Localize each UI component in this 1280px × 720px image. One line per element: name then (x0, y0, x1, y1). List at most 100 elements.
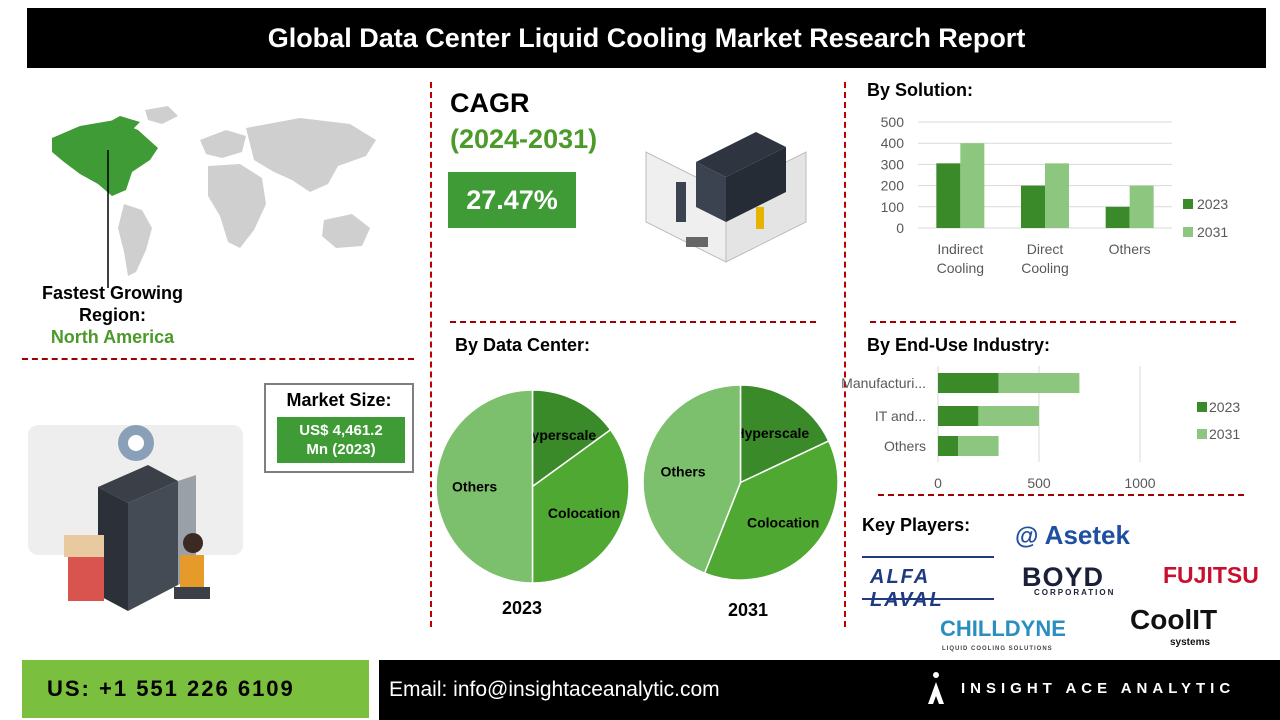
solution-y-ticks: 0 100 200 300 400 500 (881, 114, 905, 236)
cagr-period: (2024-2031) (450, 124, 598, 154)
end-use-x-ticks: 0 500 1000 (934, 475, 1156, 491)
logo-boyd-sub: CORPORATION (1034, 588, 1116, 597)
footer-brand: INSIGHT ACE ANALYTIC (961, 680, 1236, 697)
data-center-illustration (645, 132, 807, 263)
solution-legend-swatch (1183, 199, 1193, 209)
pie-slice-hyperscale (531, 389, 612, 488)
divider-enduse (878, 494, 1244, 496)
pie-slice-others (642, 384, 742, 575)
server-technician-illustration (28, 425, 243, 611)
solution-x-labels: Indirect Cooling Direct Cooling Others (937, 241, 1151, 276)
solution-title: By Solution: (867, 80, 973, 100)
australia-shape (322, 214, 370, 248)
end-use-title: By End-Use Industry: (867, 335, 1051, 355)
market-size-value-line1: US$ 4,461.2 (299, 422, 383, 439)
end-use-bar-2031 (958, 436, 999, 456)
logo-alfa-laval: ALFA LAVAL (862, 556, 994, 611)
solution-x-label: Direct (1027, 241, 1064, 257)
solution-legend-label: 2023 (1197, 196, 1228, 212)
end-use-legend-label: 2023 (1209, 399, 1240, 415)
logo-fujitsu: FUJITSU (1163, 562, 1259, 588)
solution-x-label: Cooling (937, 260, 984, 276)
solution-y-tick: 400 (881, 135, 905, 151)
end-use-bars (938, 373, 1080, 456)
pie-title-2031: 2031 (728, 600, 769, 620)
region-label-line2: Region: (79, 305, 146, 325)
logo-boyd: BOYD (1022, 562, 1105, 592)
end-use-bar-2031 (998, 373, 1080, 393)
market-size-label: Market Size: (286, 390, 392, 410)
divider-region (22, 358, 414, 360)
asetek-icon: @ (1015, 523, 1039, 550)
pie-label-others: Others (660, 464, 705, 480)
asia-shape (246, 118, 376, 192)
solution-bars (936, 143, 1154, 228)
divider-cagr (450, 321, 816, 323)
pie-slice-hyperscale (739, 384, 830, 484)
end-use-y-label: Manufacturi... (841, 375, 926, 391)
footer-email[interactable]: Email: info@insightaceanalytic.com (389, 678, 720, 701)
solution-bar-2023 (1021, 185, 1045, 228)
logo-chilldyne: CHILLDYNE (940, 616, 1066, 641)
north-america-shape (52, 120, 158, 196)
solution-y-tick: 200 (881, 178, 905, 194)
end-use-legend: 2023 2031 (1197, 399, 1240, 442)
solution-bar-2031 (960, 143, 985, 228)
footer-phone[interactable]: US: +1 551 226 6109 (22, 660, 369, 718)
pie-slice-others (435, 389, 534, 584)
end-use-legend-swatch (1197, 429, 1207, 439)
end-use-x-tick: 1000 (1124, 475, 1155, 491)
solution-bar-2031 (1045, 163, 1069, 228)
divider-solution (870, 321, 1236, 323)
end-use-x-tick: 0 (934, 475, 942, 491)
end-use-x-tick: 500 (1027, 475, 1051, 491)
solution-x-label: Indirect (937, 241, 983, 257)
solution-y-tick: 100 (881, 199, 905, 215)
end-use-bar-2023 (938, 406, 979, 426)
end-use-y-labels: Manufacturi... IT and... Others (841, 375, 926, 454)
end-use-bar-2023 (938, 373, 999, 393)
end-use-legend-swatch (1197, 402, 1207, 412)
europe-shape (200, 130, 246, 158)
logo-chilldyne-sub: LIQUID COOLING SOLUTIONS (942, 646, 1053, 652)
region-label-line1: Fastest Growing (41, 283, 184, 303)
end-use-y-label: IT and... (875, 408, 926, 424)
end-use-legend-label: 2031 (1209, 426, 1240, 442)
cagr-value: 27.47% (448, 172, 576, 228)
pie-chart-2023: Hyperscale Colocation Others (435, 389, 630, 584)
solution-legend-swatch (1183, 227, 1193, 237)
solution-y-tick: 0 (896, 220, 904, 236)
end-use-bar-2031 (978, 406, 1039, 426)
solution-y-tick: 500 (881, 114, 905, 130)
cagr-label: CAGR (450, 88, 530, 118)
logo-asetek: @ Asetek (1015, 520, 1130, 550)
solution-legend-label: 2031 (1197, 224, 1228, 240)
market-size-value-line2: Mn (2023) (306, 441, 376, 458)
solution-y-tick: 300 (881, 156, 905, 172)
pie-slice-colocation (531, 428, 630, 584)
logo-coolit: CoolIT (1130, 604, 1218, 635)
solution-x-label: Cooling (1021, 260, 1068, 276)
pie-chart-2031: Hyperscale Colocation Others (642, 384, 839, 581)
solution-bar-chart: 0 100 200 300 400 500 Indirect Cooling Direct Co… (881, 114, 1229, 276)
solution-legend: 2023 2031 (1183, 196, 1228, 240)
pie-title-2023: 2023 (502, 598, 543, 618)
end-use-y-label: Others (884, 438, 926, 454)
pie-slice-colocation (703, 439, 839, 581)
pie-label-colocation: Colocation (747, 515, 819, 531)
solution-bar-2031 (1129, 185, 1154, 228)
data-center-title: By Data Center: (455, 335, 591, 355)
footer-bar: Email: info@insightaceanalytic.com INSIG… (379, 660, 1280, 720)
solution-bar-2023 (936, 163, 961, 228)
pie-label-others: Others (452, 479, 497, 495)
logo-coolit-sub: systems (1170, 637, 1211, 648)
end-use-bar-chart: Manufacturi... IT and... Others 0 500 1000 2… (841, 366, 1240, 491)
brand-logo-icon (928, 672, 944, 704)
market-size-card: Market Size: US$ 4,461.2 Mn (2023) (264, 383, 414, 473)
page-title: Global Data Center Liquid Cooling Market… (27, 8, 1266, 68)
world-map-illustration (52, 106, 376, 288)
africa-shape (208, 164, 266, 248)
solution-x-label: Others (1109, 241, 1151, 257)
divider-left (430, 82, 432, 627)
key-players-title: Key Players: (862, 515, 971, 535)
